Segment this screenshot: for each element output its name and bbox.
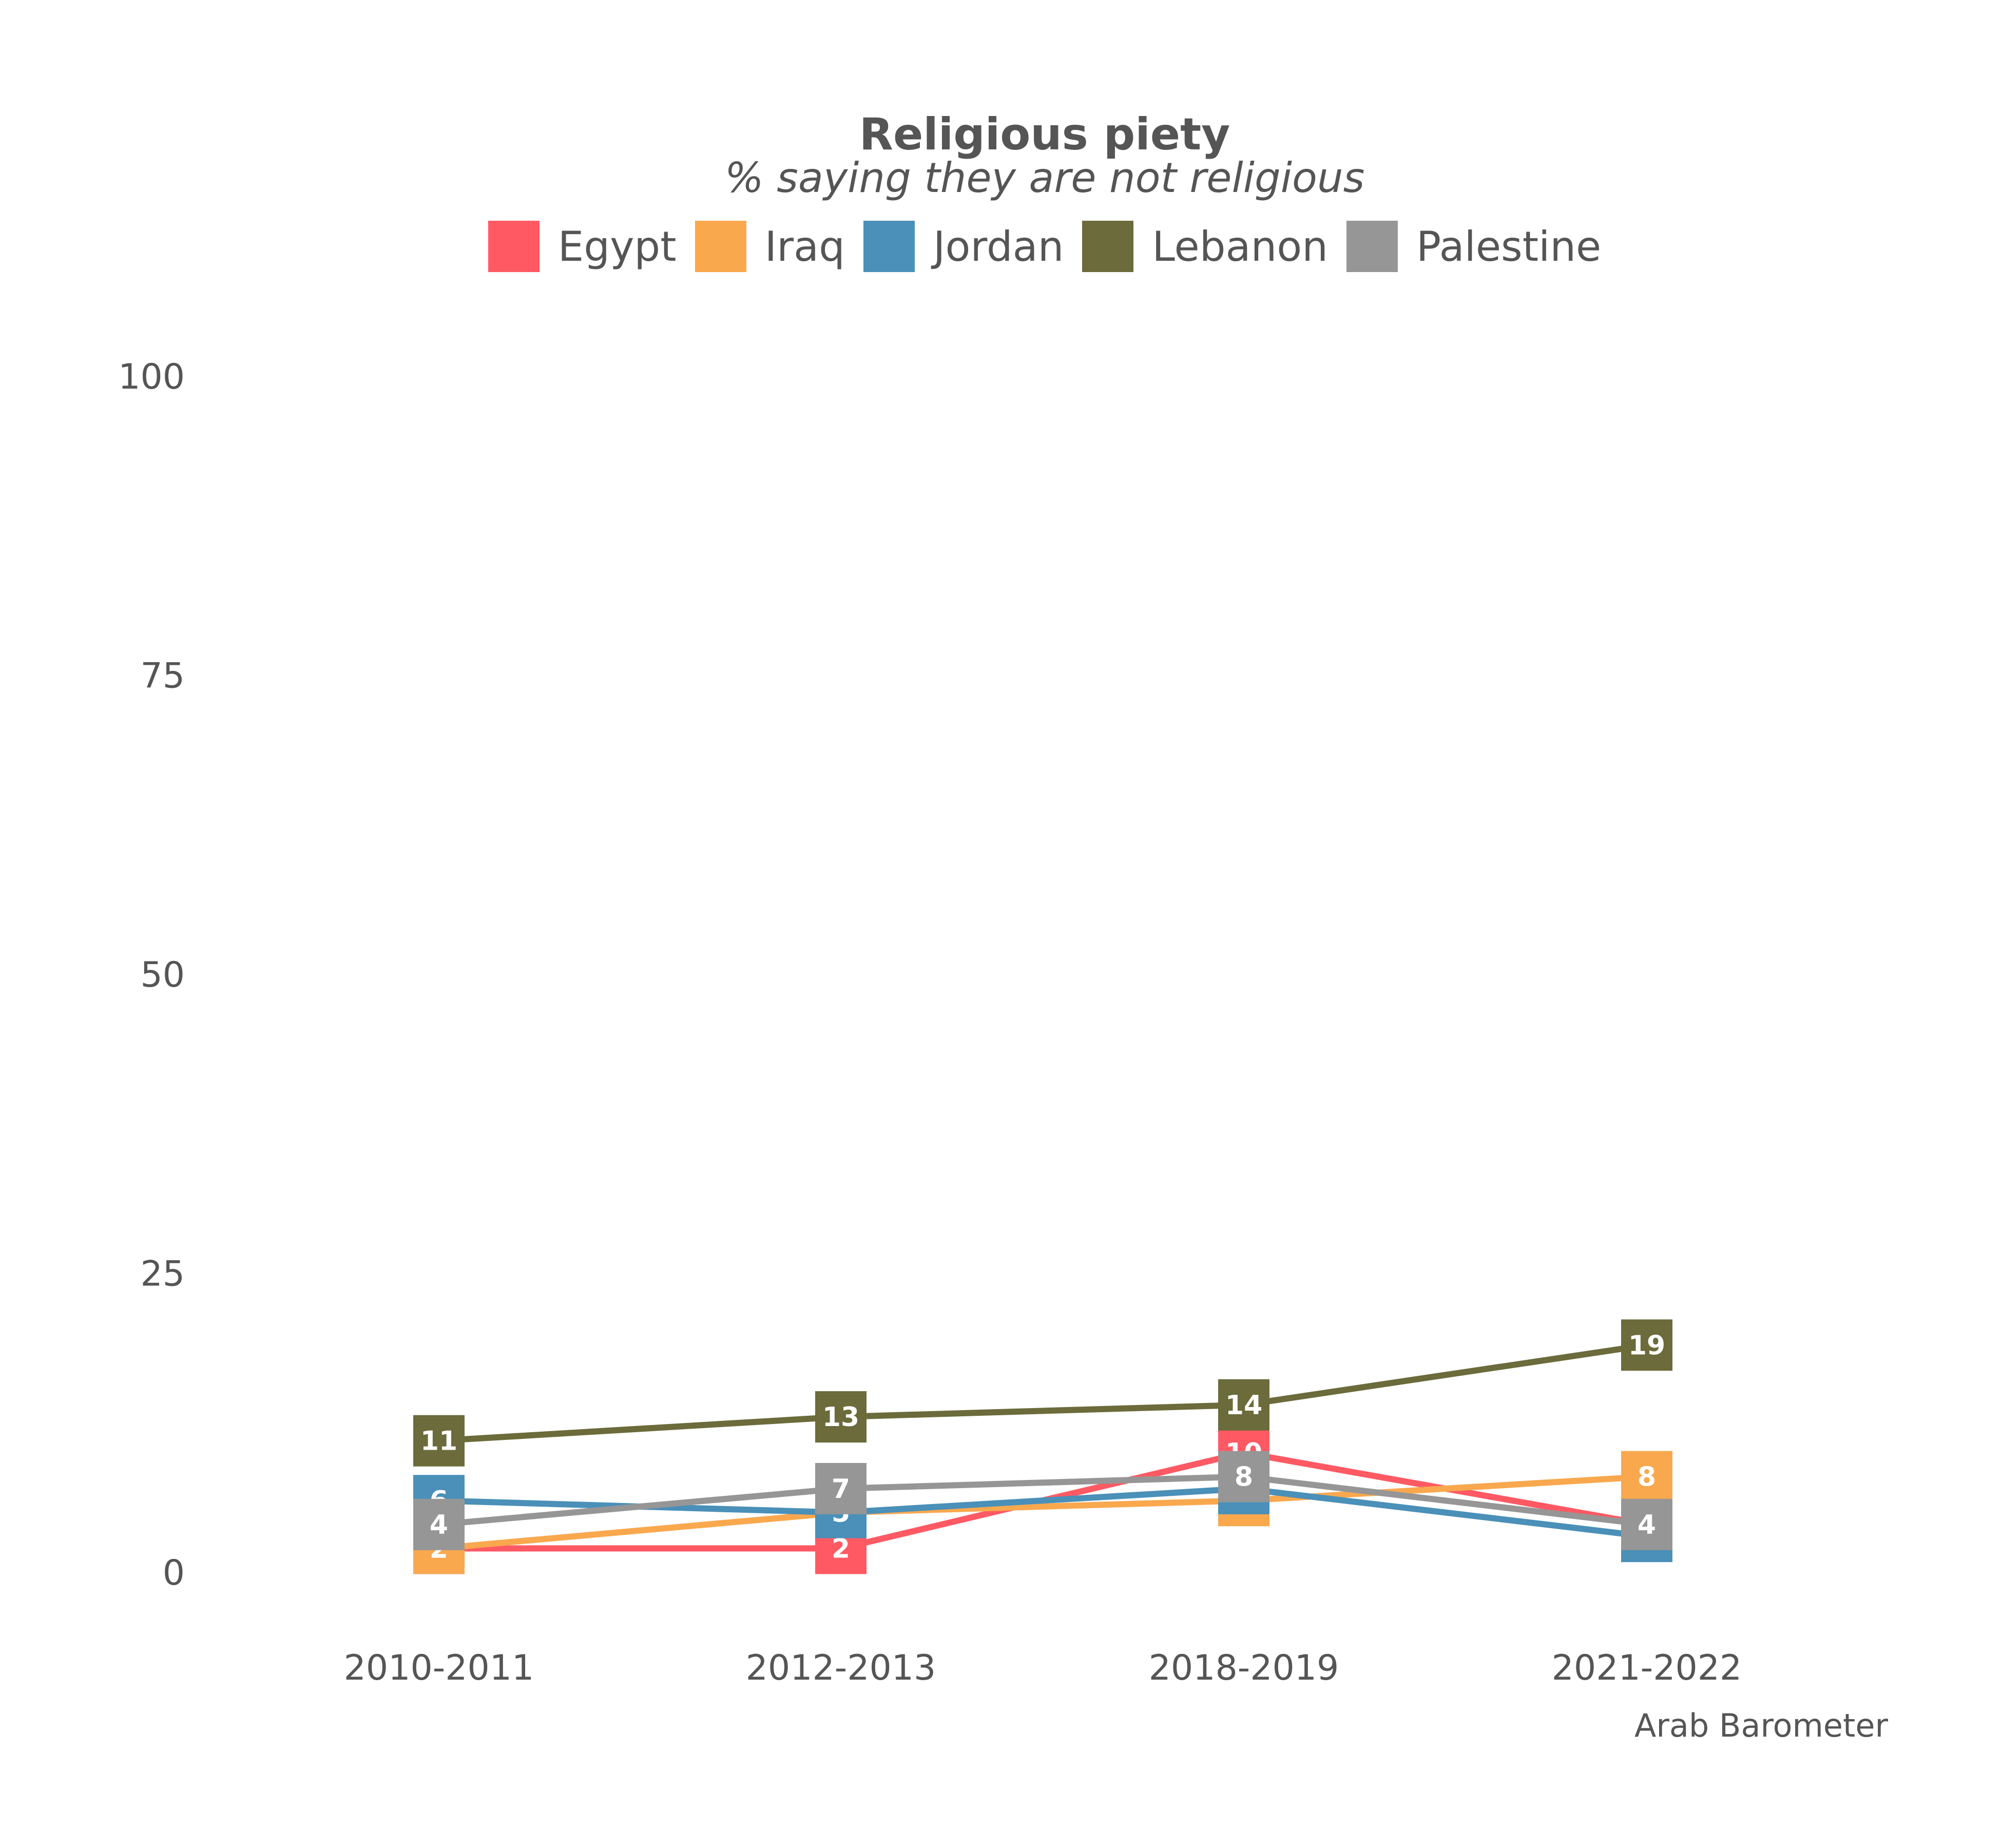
series-line-iraq [438,1473,1647,1552]
legend-label-iraq: Iraq [764,222,845,271]
x-tick-label: 2018-2019 [1149,1648,1339,1688]
data-point-lebanon: 14 [1218,1379,1269,1431]
legend: Egypt Iraq Jordan Lebanon Palestine [0,221,2002,272]
y-tick-label: 25 [140,1254,185,1295]
legend-item-egypt: Egypt [488,221,677,272]
series-line-lebanon [438,1342,1647,1444]
series-line-palestine [438,1473,1647,1528]
data-point-palestine: 4 [1621,1498,1672,1550]
x-axis: 2010-2011 2012-2013 2018-2019 2021-2022 [344,1648,1742,1688]
data-label: 7 [832,1474,850,1505]
legend-item-palestine: Palestine [1346,221,1601,272]
data-marker [413,1498,465,1550]
data-label: 14 [1225,1390,1262,1421]
data-label: 8 [1638,1462,1656,1493]
legend-label-palestine: Palestine [1416,222,1602,271]
legend-swatch-egypt [488,221,540,272]
y-tick-label: 50 [140,955,185,995]
chart-subtitle: % saying they are not religious [724,154,1365,202]
x-tick-label: 2021-2022 [1552,1648,1742,1688]
legend-item-jordan: Jordan [863,221,1064,272]
x-tick-label: 2012-2013 [746,1648,936,1688]
data-label: 4 [430,1510,448,1541]
legend-item-iraq: Iraq [695,221,845,272]
y-tick-label: 0 [163,1553,185,1593]
data-point-lebanon: 19 [1621,1319,1672,1371]
legend-swatch-jordan [863,221,915,272]
data-label: 19 [1628,1330,1665,1361]
chart-title: Religious piety [859,109,1230,160]
data-label: 13 [822,1402,859,1433]
y-tick-label: 100 [118,357,185,397]
data-marker [815,1462,867,1514]
legend-label-jordan: Jordan [933,222,1064,271]
legend-label-lebanon: Lebanon [1152,222,1328,271]
y-tick-label: 75 [140,656,185,697]
series-markers: 2210425686573111314194784 [413,1319,1672,1574]
data-label: 11 [420,1426,457,1457]
data-marker [1218,1379,1269,1431]
data-marker [1621,1319,1672,1371]
series-lines [438,1342,1648,1552]
data-point-palestine: 4 [413,1498,465,1550]
legend-label-egypt: Egypt [557,222,677,271]
data-point-lebanon: 11 [413,1415,465,1467]
y-axis: 0 25 50 75 100 [118,357,185,1593]
data-marker [1218,1451,1269,1503]
x-tick-label: 2010-2011 [344,1648,534,1688]
legend-swatch-lebanon [1082,221,1134,272]
data-label: 8 [1235,1462,1253,1493]
data-point-lebanon: 13 [815,1391,867,1443]
data-point-iraq: 8 [1621,1451,1672,1503]
data-marker [815,1391,867,1443]
legend-item-lebanon: Lebanon [1082,221,1328,272]
legend-swatch-palestine [1346,221,1398,272]
data-marker [1621,1451,1672,1503]
data-marker [1621,1498,1672,1550]
data-marker [413,1415,465,1467]
data-label: 4 [1638,1510,1656,1541]
data-point-palestine: 7 [815,1462,867,1514]
legend-swatch-iraq [695,221,746,272]
data-point-palestine: 8 [1218,1451,1269,1503]
source-caption: Arab Barometer [1634,1707,1888,1744]
data-label: 2 [832,1533,850,1564]
